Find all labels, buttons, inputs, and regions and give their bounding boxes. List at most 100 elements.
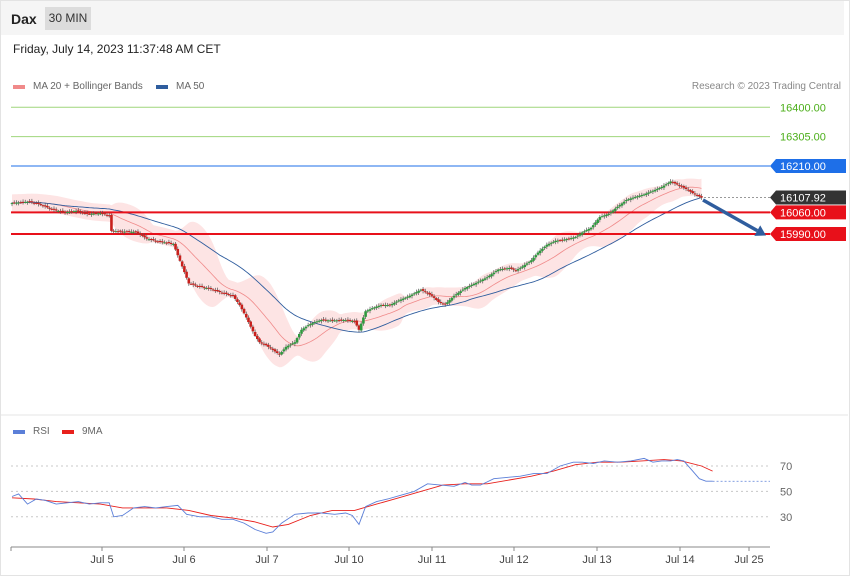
candle-body (362, 317, 365, 324)
candle-body (576, 235, 580, 237)
candle-body (457, 292, 460, 295)
candle-body (315, 321, 319, 323)
candle-body (598, 217, 602, 220)
candle-body (689, 190, 692, 192)
candle-body (12, 202, 16, 204)
candle-body (439, 301, 443, 303)
candle-body (273, 349, 277, 352)
candle-body (298, 333, 301, 338)
candle-body (244, 313, 248, 318)
candle-body (556, 240, 560, 242)
candle-body (448, 300, 451, 303)
candle-body (278, 353, 281, 355)
time-tick-label: Jul 14 (665, 554, 694, 566)
candle-body (465, 287, 469, 289)
candle-body (211, 289, 215, 291)
candle-body (505, 268, 509, 270)
candle-body (479, 280, 482, 282)
time-tick-label: Jul 6 (172, 554, 195, 566)
candle-body (147, 239, 151, 241)
candle-body (132, 231, 135, 233)
candle-body (116, 231, 120, 233)
candle-body (238, 302, 241, 306)
candle-body (231, 294, 235, 296)
candle-body (271, 348, 275, 350)
candle-body (446, 302, 449, 304)
candle-body (366, 310, 370, 312)
candle-body (145, 237, 149, 239)
candle-body (282, 349, 286, 352)
candle-body (388, 304, 392, 306)
candle-body (88, 213, 91, 215)
price-panel: 16400.00 16305.00 16210.00 16107.92 16060.00… (10, 102, 846, 368)
candle-body (523, 264, 527, 268)
support-tag (770, 227, 846, 241)
candle-body (419, 289, 423, 291)
rsi-panel: 70 50 30 (11, 457, 792, 534)
ma50-label: MA 50 (176, 81, 205, 92)
candle-body (664, 184, 668, 186)
candle-body (70, 211, 73, 213)
candle-body (337, 320, 341, 322)
candle-body (435, 298, 438, 300)
candle-body (284, 346, 288, 350)
candle-body (381, 304, 385, 306)
candle-body (165, 242, 168, 244)
candle-body (191, 283, 195, 285)
candle-body (594, 222, 597, 225)
candle-body (437, 299, 440, 302)
candle-body (605, 214, 608, 217)
candle-body (187, 278, 191, 284)
candle-body (289, 344, 292, 346)
time-tick-label: Jul 7 (255, 554, 278, 566)
resistance-tag (770, 159, 846, 173)
candle-body (390, 303, 394, 306)
candle-body (178, 255, 182, 261)
time-tick-label: Jul 12 (499, 554, 528, 566)
candle-body (532, 257, 535, 261)
timeframe-button[interactable]: 30 MIN (45, 7, 91, 30)
candle-body (401, 298, 405, 300)
time-tick-label: Jul 11 (418, 554, 447, 566)
candle-body (443, 303, 447, 305)
candle-body (468, 285, 471, 288)
candle-body (220, 292, 224, 294)
candle-body (492, 272, 496, 275)
candle-body (267, 344, 270, 347)
candle-body (636, 196, 639, 198)
candle-body (48, 207, 51, 209)
candle-body (90, 213, 93, 215)
candle-body (589, 227, 593, 230)
candle-body (189, 283, 193, 285)
candle-body (516, 269, 520, 271)
candle-body (222, 292, 226, 294)
candle-body (483, 278, 487, 280)
candle-body (136, 231, 140, 234)
candle-body (141, 234, 144, 236)
rsi-line (11, 457, 713, 534)
candle-body (61, 210, 65, 212)
rsi-label: RSI (33, 426, 50, 437)
candle-body (180, 261, 184, 267)
candle-body (339, 319, 343, 321)
candle-body (530, 260, 533, 263)
candle-body (105, 214, 109, 216)
candle-body (560, 239, 564, 241)
candle-body (461, 289, 465, 291)
candle-body (600, 216, 604, 218)
candle-body (198, 285, 202, 287)
rsi-tick-label: 70 (780, 461, 792, 473)
candle-body (54, 209, 58, 211)
candle-body (616, 206, 619, 209)
candle-body (627, 199, 630, 201)
candle-body (154, 240, 157, 242)
candle-body (377, 305, 381, 307)
candle-body (485, 277, 489, 279)
candle-body (379, 305, 383, 307)
candle-body (304, 326, 308, 329)
candle-body (10, 203, 14, 205)
candle-body (346, 319, 350, 321)
datetime-label: Friday, July 14, 2023 11:37:48 AM CET (13, 42, 221, 56)
candle-body (72, 211, 76, 213)
candle-body (207, 287, 210, 289)
